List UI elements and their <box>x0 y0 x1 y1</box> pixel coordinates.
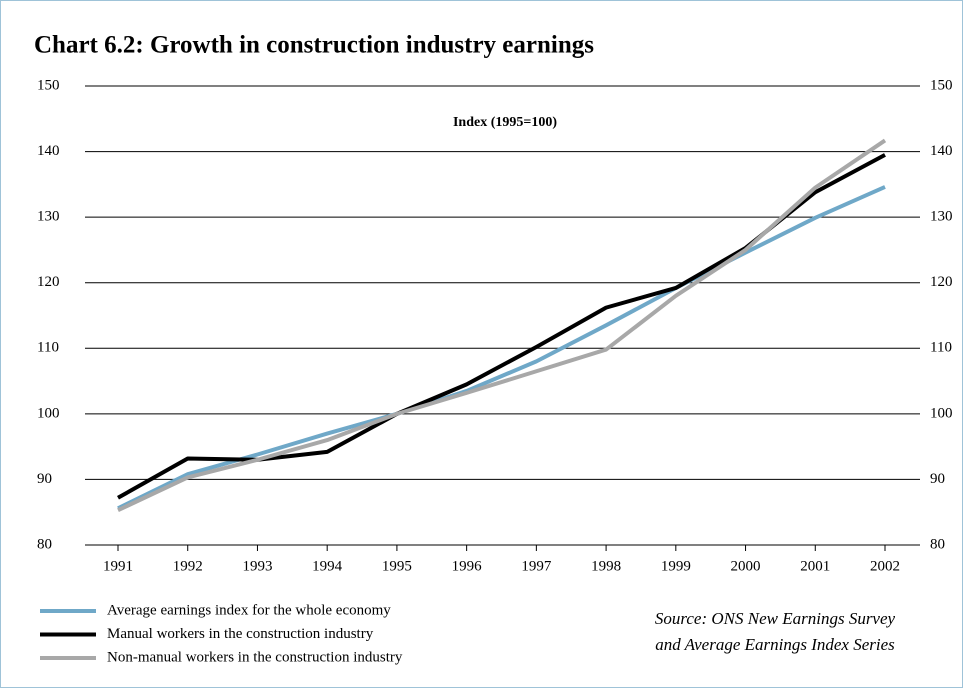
series-line <box>117 138 887 513</box>
y-tick-label: 140 <box>37 143 60 159</box>
y2-tick-label: 80 <box>930 536 945 552</box>
x-tick-label: 2001 <box>800 558 830 574</box>
x-tick-label: 1993 <box>242 558 272 574</box>
x-tick-label: 1994 <box>312 558 343 574</box>
chart-title: Chart 6.2: Growth in construction indust… <box>34 32 594 59</box>
y-tick-label: 90 <box>37 471 52 487</box>
source-note: and Average Earnings Index Series <box>655 635 895 654</box>
x-tick-label: 1997 <box>521 558 552 574</box>
chart-subtitle: Index (1995=100) <box>453 115 557 130</box>
y2-tick-label: 110 <box>930 340 952 356</box>
y-tick-label: 110 <box>37 340 59 356</box>
y-tick-label: 130 <box>37 209 60 225</box>
y-tick-label: 120 <box>37 274 60 290</box>
legend-label: Average earnings index for the whole eco… <box>107 602 391 618</box>
x-tick-label: 1998 <box>591 558 621 574</box>
y-tick-label: 80 <box>37 536 52 552</box>
x-tick-label: 1999 <box>661 558 691 574</box>
y2-tick-label: 120 <box>930 274 953 290</box>
legend-label: Manual workers in the construction indus… <box>107 626 374 642</box>
y2-tick-label: 140 <box>930 143 953 159</box>
x-tick-label: 2002 <box>870 558 900 574</box>
x-tick-label: 1992 <box>173 558 203 574</box>
source-note: Source: ONS New Earnings Survey <box>655 609 896 628</box>
y-tick-label: 100 <box>37 405 60 421</box>
y2-tick-label: 90 <box>930 471 945 487</box>
x-tick-label: 1991 <box>103 558 133 574</box>
y2-tick-label: 150 <box>930 77 953 93</box>
y-tick-label: 150 <box>37 77 60 93</box>
x-tick-label: 1995 <box>382 558 412 574</box>
y2-tick-label: 100 <box>930 405 953 421</box>
x-tick-label: 1996 <box>452 558 483 574</box>
x-tick-label: 2000 <box>731 558 761 574</box>
y2-tick-label: 130 <box>930 209 953 225</box>
legend-label: Non-manual workers in the construction i… <box>107 649 403 665</box>
